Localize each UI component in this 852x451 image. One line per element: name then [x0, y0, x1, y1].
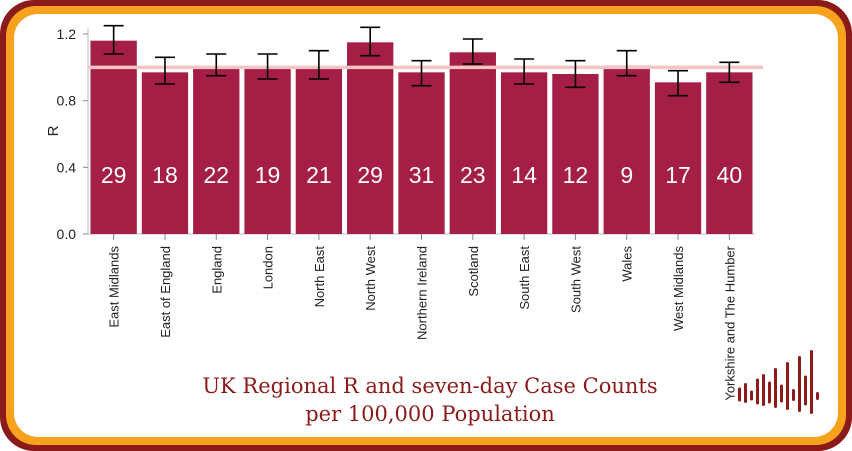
- bar: [244, 69, 291, 234]
- bar: [603, 65, 650, 235]
- case-count-label: 23: [460, 162, 486, 188]
- caption-line-2: per 100,000 Population: [305, 402, 555, 426]
- logo-bar: [738, 387, 741, 402]
- case-count-label: 14: [511, 162, 537, 188]
- logo-bar: [786, 362, 789, 410]
- bar: [449, 52, 496, 235]
- x-tick-label: London: [261, 246, 276, 289]
- logo-bar: [792, 389, 795, 401]
- bar-wave-logo-icon: [738, 350, 819, 414]
- y-tick-label: 0.4: [57, 159, 77, 175]
- bar: [347, 42, 394, 235]
- y-tick-label: 0.0: [57, 226, 77, 242]
- case-count-label: 9: [620, 162, 633, 188]
- logo-bar: [750, 390, 753, 401]
- case-count-label: 19: [255, 162, 281, 188]
- caption-line-1: UK Regional R and seven-day Case Counts: [202, 374, 658, 398]
- case-count-label: 29: [101, 162, 127, 188]
- bar: [90, 40, 137, 234]
- case-count-label: 12: [563, 162, 589, 188]
- logo-bar: [816, 392, 819, 400]
- logo-bar: [774, 368, 777, 408]
- x-tick-label: North West: [363, 246, 378, 311]
- case-count-label: 18: [152, 162, 178, 188]
- x-tick-label: Yorkshire and The Humber: [722, 245, 737, 400]
- bar: [706, 72, 753, 234]
- case-count-label: 22: [203, 162, 229, 188]
- case-count-label: 17: [665, 162, 691, 188]
- logo-bar: [756, 378, 759, 405]
- x-tick-label: Wales: [620, 246, 635, 282]
- logo-bar: [768, 381, 771, 404]
- y-tick-label: 1.2: [57, 26, 77, 42]
- x-tick-label: West Midlands: [671, 246, 686, 332]
- bar: [398, 72, 445, 234]
- bar: [295, 67, 343, 234]
- y-axis-label: R: [45, 125, 62, 136]
- logo-bar: [810, 350, 813, 414]
- x-tick-label: North East: [312, 246, 327, 308]
- x-tick-label: Northern Ireland: [415, 246, 430, 340]
- y-tick-label: 0.8: [57, 93, 77, 109]
- x-tick-label: East Midlands: [107, 246, 122, 328]
- bar: [193, 67, 240, 234]
- x-tick-label: South East: [517, 246, 532, 310]
- logo-bar: [762, 374, 765, 406]
- case-count-label: 31: [409, 162, 435, 188]
- case-count-label: 40: [717, 162, 743, 188]
- x-tick-label: Scotland: [466, 246, 481, 297]
- x-tick-label: East of England: [158, 246, 173, 338]
- logo-bar: [804, 375, 807, 406]
- bar: [500, 72, 548, 234]
- logo-bar: [798, 356, 801, 412]
- case-count-label: 21: [306, 162, 332, 188]
- bar: [552, 74, 599, 234]
- logo-bar: [780, 384, 783, 403]
- bar: [654, 82, 702, 234]
- x-tick-label: England: [209, 246, 224, 294]
- x-tick-label: South West: [568, 246, 583, 313]
- chart-caption: UK Regional R and seven-day Case Counts …: [150, 372, 710, 428]
- logo-bar: [744, 383, 747, 403]
- bar: [141, 72, 189, 234]
- case-count-label: 29: [357, 162, 383, 188]
